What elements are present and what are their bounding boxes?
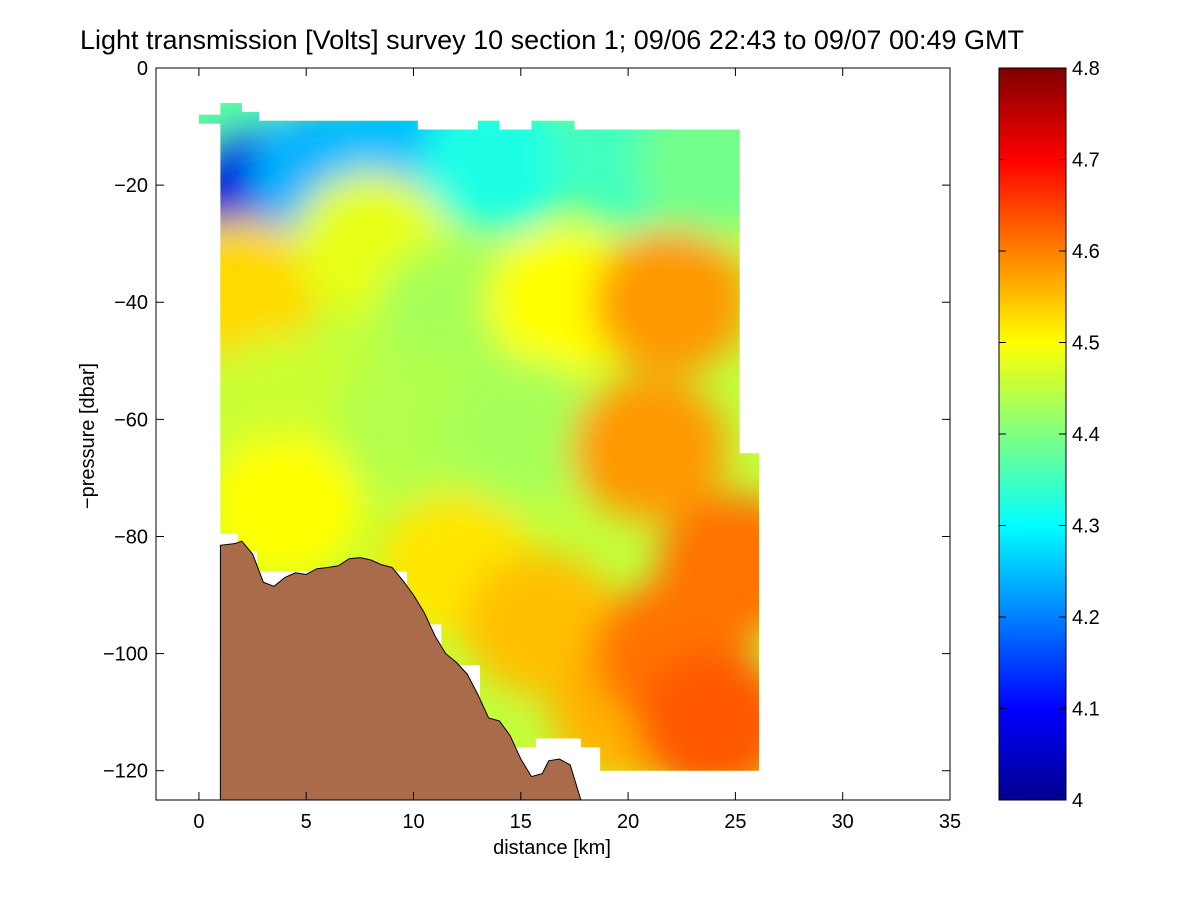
- x-axis-ticks: 0 5 10 15 20 25 30 35: [193, 68, 961, 833]
- colorbar-tick-label: 4.3: [1072, 516, 1100, 538]
- y-axis-ticks: 0 −20 −40 −60 −80 −100 −120: [103, 58, 950, 783]
- x-axis-label: distance [km]: [493, 837, 611, 859]
- y-tick-label: −60: [114, 409, 148, 431]
- colorbar-tick-label: 4.7: [1072, 150, 1100, 172]
- seafloor-bathymetry: [219, 540, 582, 801]
- colorbar-tick-label: 4.4: [1072, 424, 1100, 446]
- x-tick-label: 30: [832, 811, 854, 833]
- colorbar-gradient: [998, 67, 1067, 801]
- x-tick-label: 15: [510, 811, 532, 833]
- heatmap-sample: [571, 376, 728, 521]
- heatmap-sample: [442, 359, 599, 504]
- x-tick-label: 35: [939, 811, 961, 833]
- x-tick-label: 25: [724, 811, 746, 833]
- colorbar-tick-label: 4.6: [1072, 241, 1100, 263]
- plot-area: 0 5 10 15 20 25 30 35 0 −20 −40 −60 −80 −100 −120: [103, 58, 961, 833]
- heatmap-sample: [206, 435, 363, 580]
- y-tick-label: 0: [137, 58, 148, 80]
- x-tick-label: 20: [617, 811, 639, 833]
- colorbar-tick-label: 4.5: [1072, 333, 1100, 355]
- y-tick-label: −80: [114, 526, 148, 548]
- colorbar-tick-label: 4.8: [1072, 58, 1100, 80]
- y-tick-label: −40: [114, 292, 148, 314]
- x-tick-label: 0: [193, 811, 204, 833]
- colorbar-tick-label: 4: [1072, 790, 1083, 812]
- colorbar-tick-label: 4.2: [1072, 607, 1100, 629]
- y-tick-label: −20: [114, 175, 148, 197]
- y-axis-label: −pressure [dbar]: [77, 363, 99, 509]
- heatmap-sample: [635, 651, 759, 771]
- axes-frame: [155, 67, 951, 801]
- x-tick-label: 5: [301, 811, 312, 833]
- y-tick-label: −100: [103, 644, 148, 666]
- colorbar-tick-label: 4.1: [1072, 699, 1100, 721]
- colorbar: 4 4.1 4.2 4.3 4.4 4.5 4.6 4.7 4.8: [998, 58, 1100, 812]
- colorbar-ticks: 4 4.1 4.2 4.3 4.4 4.5 4.6 4.7 4.8: [999, 58, 1100, 812]
- heatmap-sample: [593, 230, 750, 375]
- heatmap-sample: [485, 230, 642, 375]
- y-tick-label: −120: [103, 761, 148, 783]
- heatmap-sample: [206, 335, 363, 480]
- x-tick-label: 10: [402, 811, 424, 833]
- chart-title: Light transmission [Volts] survey 10 sec…: [80, 25, 1024, 55]
